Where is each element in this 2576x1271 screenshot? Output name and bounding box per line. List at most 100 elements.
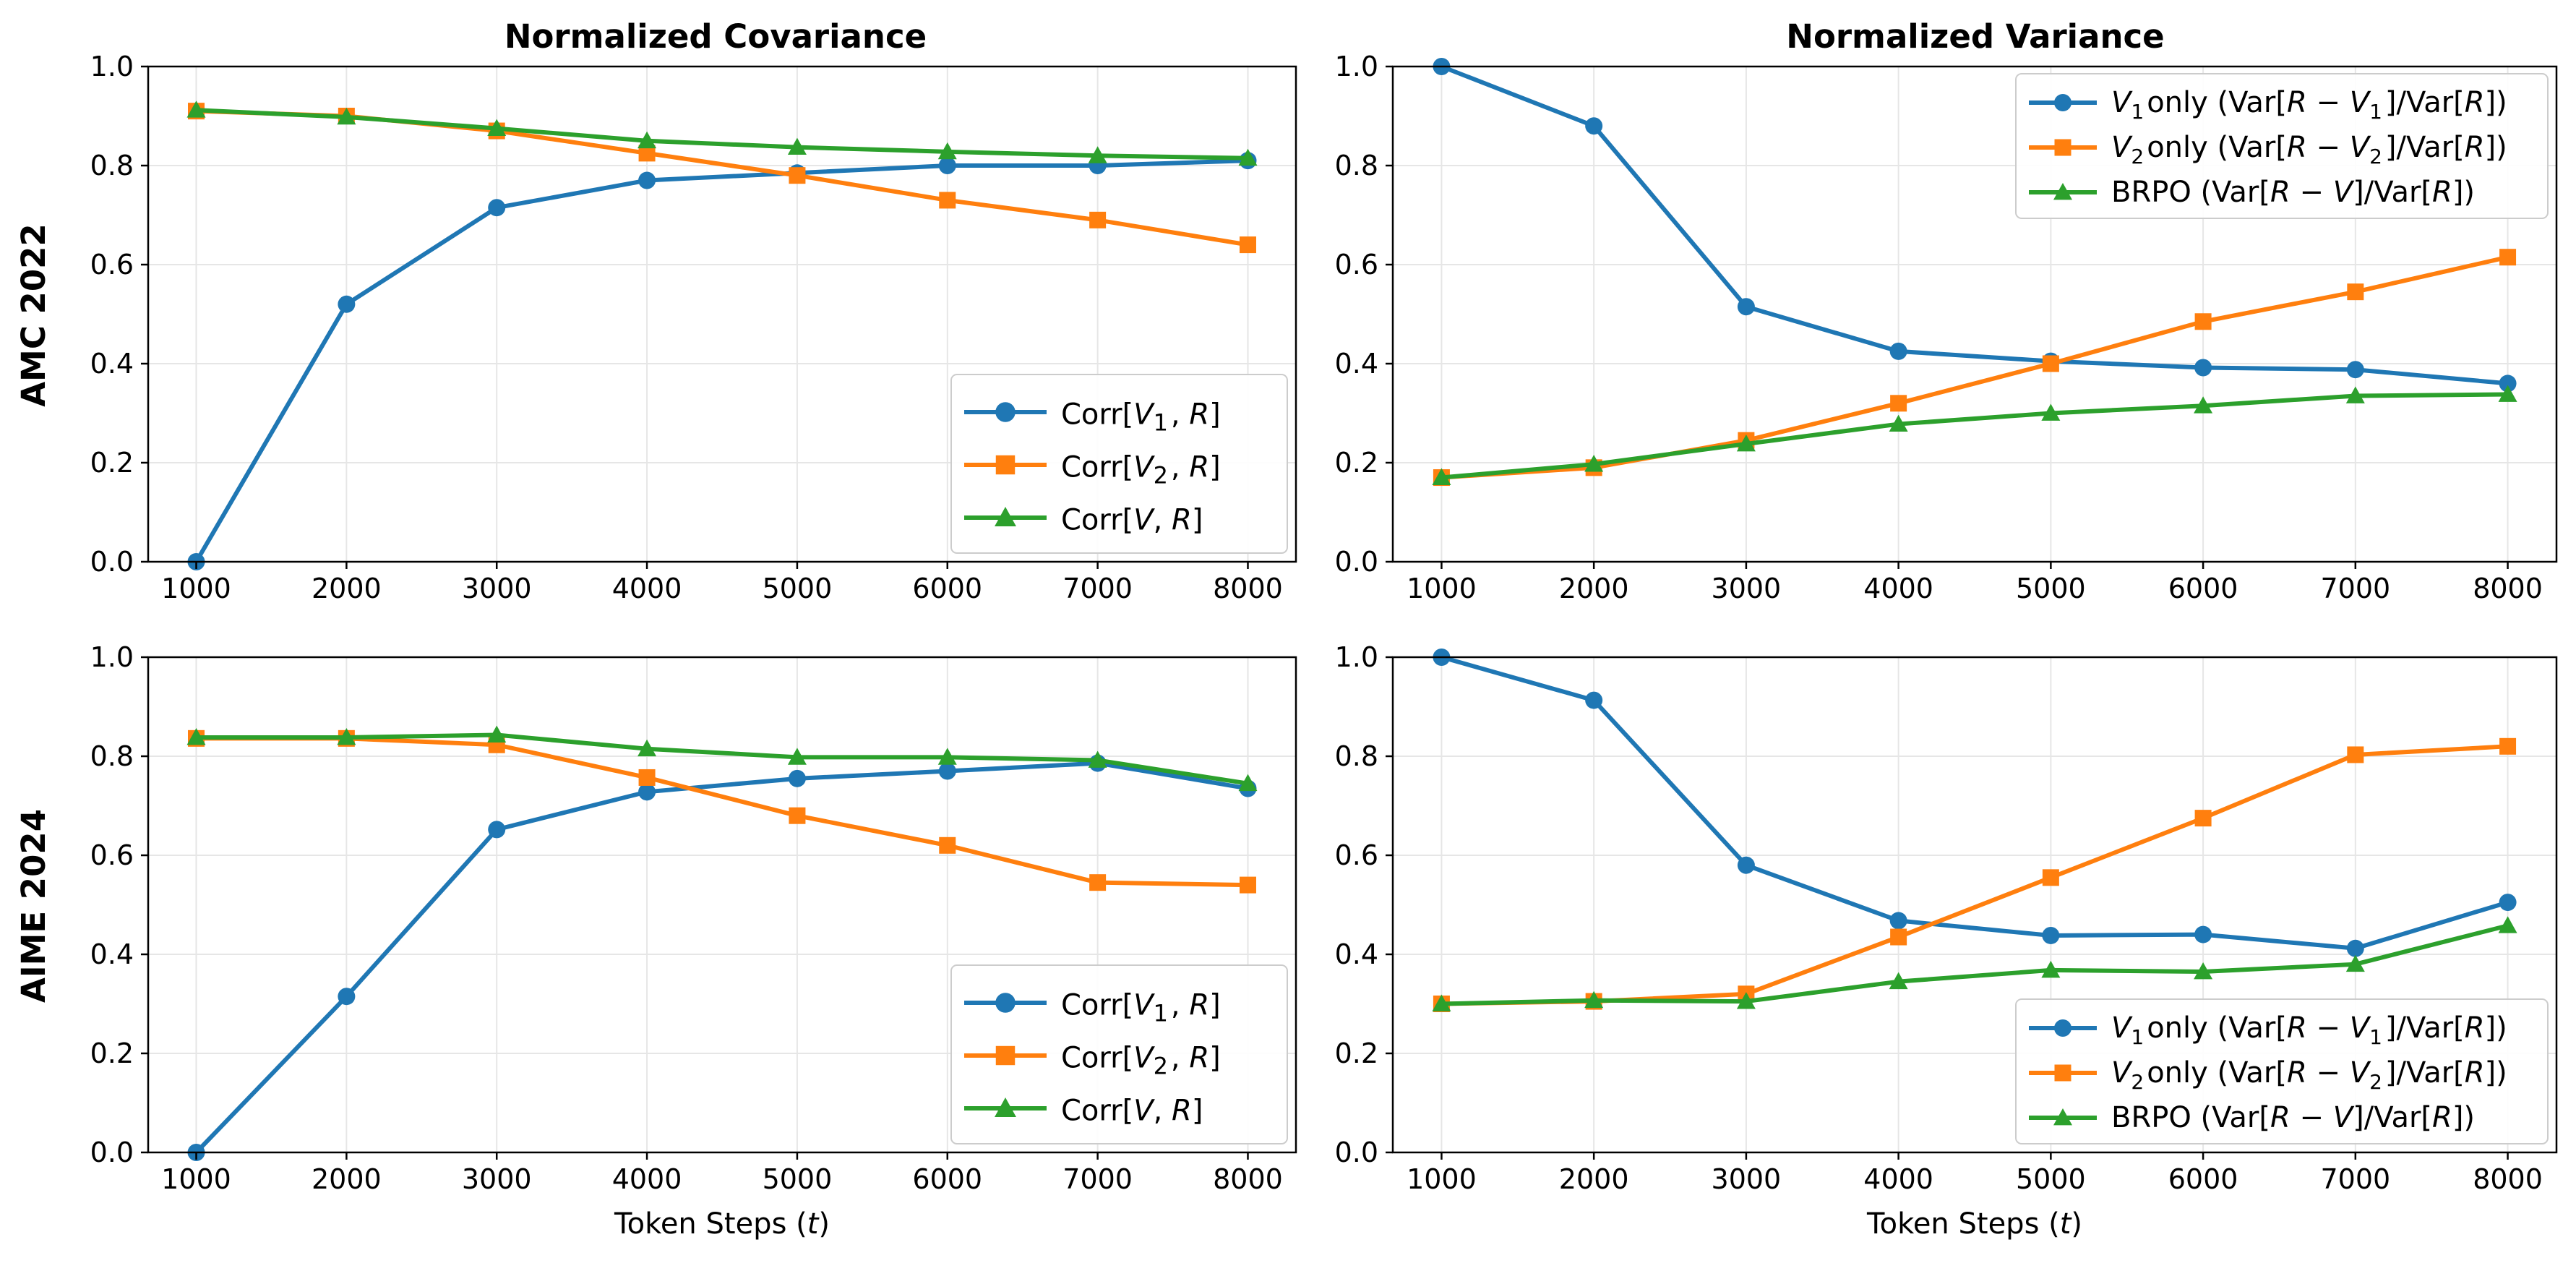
series-3 xyxy=(186,100,1258,166)
legend-marker xyxy=(995,1045,1016,1066)
x-tick-label: 1000 xyxy=(161,573,231,604)
legend: V1 only (Var[R − V1 ]/Var[R]) V2 only (Va… xyxy=(2015,73,2549,219)
x-tick-label: 5000 xyxy=(763,573,833,604)
axes-frame xyxy=(147,656,1297,1154)
data-point xyxy=(2499,249,2517,266)
data-point xyxy=(637,739,657,757)
data-point xyxy=(787,748,807,765)
series-line xyxy=(194,158,1248,563)
legend-marker xyxy=(995,507,1016,526)
data-point xyxy=(787,137,807,155)
legend-marker xyxy=(995,455,1016,475)
data-point xyxy=(939,192,956,209)
x-axis-label: Token Steps (t) xyxy=(1866,1207,2082,1241)
y-tick-label: 1.0 xyxy=(90,641,134,673)
x-tick-label: 4000 xyxy=(1863,1163,1933,1195)
y-tick-label: 1.0 xyxy=(90,51,134,82)
data-point xyxy=(2042,926,2060,944)
data-point xyxy=(487,725,507,743)
y-tick-label: 0.8 xyxy=(90,740,134,772)
row-label-amc-2022: AMC 2022 xyxy=(14,223,53,407)
data-point xyxy=(1889,414,1908,432)
x-tick-label: 8000 xyxy=(1213,573,1283,604)
data-point xyxy=(789,807,806,824)
data-point xyxy=(638,171,656,189)
legend-label: Corr[V1 , R] xyxy=(1061,398,1221,437)
data-point xyxy=(937,142,957,160)
data-point xyxy=(939,836,956,854)
data-point xyxy=(1890,928,1907,946)
legend-box xyxy=(2015,73,2549,219)
data-point xyxy=(1238,774,1258,792)
y-tick-label: 1.0 xyxy=(1335,641,1378,673)
legend-label: Corr[V, R] xyxy=(1061,504,1203,537)
data-point xyxy=(2347,746,2364,763)
y-tick-label: 0.8 xyxy=(1335,150,1378,181)
series-line xyxy=(1441,64,2508,386)
data-point xyxy=(1239,876,1256,894)
data-point xyxy=(1432,468,1451,485)
data-point xyxy=(938,157,956,174)
series-line xyxy=(194,761,1248,1155)
series-line xyxy=(196,108,1248,161)
data-point xyxy=(488,199,506,217)
x-axis-label: Token Steps (t) xyxy=(614,1207,830,1241)
data-point xyxy=(1737,856,1755,874)
x-tick-label: 2000 xyxy=(312,1163,382,1195)
y-tick-label: 0.2 xyxy=(1335,447,1378,479)
data-point xyxy=(2499,375,2517,393)
subplot-4: 1000 2000 3000 4000 5000 6000 7000 8000 0.0 0.2 0.… xyxy=(1335,641,2558,1241)
data-point xyxy=(2041,960,2061,978)
y-tick-label: 0.0 xyxy=(90,546,134,578)
series-3 xyxy=(1432,385,2517,485)
data-point xyxy=(938,762,956,780)
series-3 xyxy=(1432,916,2517,1011)
y-tick-label: 0.6 xyxy=(90,839,134,871)
data-point xyxy=(1889,912,1907,930)
data-point xyxy=(937,748,957,765)
data-point xyxy=(638,783,656,801)
legend-label: Corr[V, R] xyxy=(1061,1095,1203,1128)
x-tick-label: 3000 xyxy=(462,1163,532,1195)
x-tick-label: 7000 xyxy=(1062,573,1133,604)
data-point xyxy=(1432,994,1451,1011)
data-point xyxy=(2499,737,2517,755)
x-tick-label: 7000 xyxy=(2320,573,2390,604)
legend-label: Corr[V2 , R] xyxy=(1061,451,1221,489)
data-point xyxy=(2345,954,2365,972)
data-point xyxy=(2194,962,2213,980)
x-tick-label: 5000 xyxy=(2016,1163,2086,1195)
x-tick-label: 5000 xyxy=(763,1163,833,1195)
legend-label: V2 only (Var[R − V2 ]/Var[R]) xyxy=(2111,1056,2507,1094)
subplot-3: 1000 2000 3000 4000 5000 6000 7000 8000 0.0 0.2 0.… xyxy=(90,641,1297,1241)
legend-marker xyxy=(2053,1108,2072,1126)
x-tick-label: 5000 xyxy=(2016,573,2086,604)
data-point xyxy=(337,727,356,745)
data-point xyxy=(1238,148,1258,166)
legend-box xyxy=(2015,998,2549,1144)
series-line xyxy=(196,732,1248,786)
data-point xyxy=(488,821,506,839)
legend-marker xyxy=(995,1097,1016,1117)
x-tick-label: 6000 xyxy=(912,573,982,604)
series-line xyxy=(1441,254,2509,480)
x-tick-label: 8000 xyxy=(2473,573,2543,604)
y-tick-label: 0.4 xyxy=(90,348,134,380)
data-point xyxy=(1585,117,1603,135)
y-tick-label: 1.0 xyxy=(1335,51,1378,82)
legend-label: BRPO (Var[R − V]/Var[R]) xyxy=(2111,1101,2475,1134)
data-point xyxy=(637,131,657,149)
y-tick-label: 0.8 xyxy=(90,150,134,181)
x-tick-label: 2000 xyxy=(312,573,382,604)
legend-label: Corr[V2 , R] xyxy=(1061,1042,1221,1080)
x-tick-label: 2000 xyxy=(1559,573,1629,604)
y-tick-label: 0.2 xyxy=(90,447,134,479)
data-point xyxy=(2042,355,2059,372)
legend-box xyxy=(950,374,1288,554)
row-label-aime-2024: AIME 2024 xyxy=(14,809,53,1003)
column-title-variance: Normalized Variance xyxy=(1786,17,2164,56)
series-3 xyxy=(186,725,1258,792)
data-point xyxy=(2194,810,2212,827)
legend-marker xyxy=(2054,139,2071,156)
